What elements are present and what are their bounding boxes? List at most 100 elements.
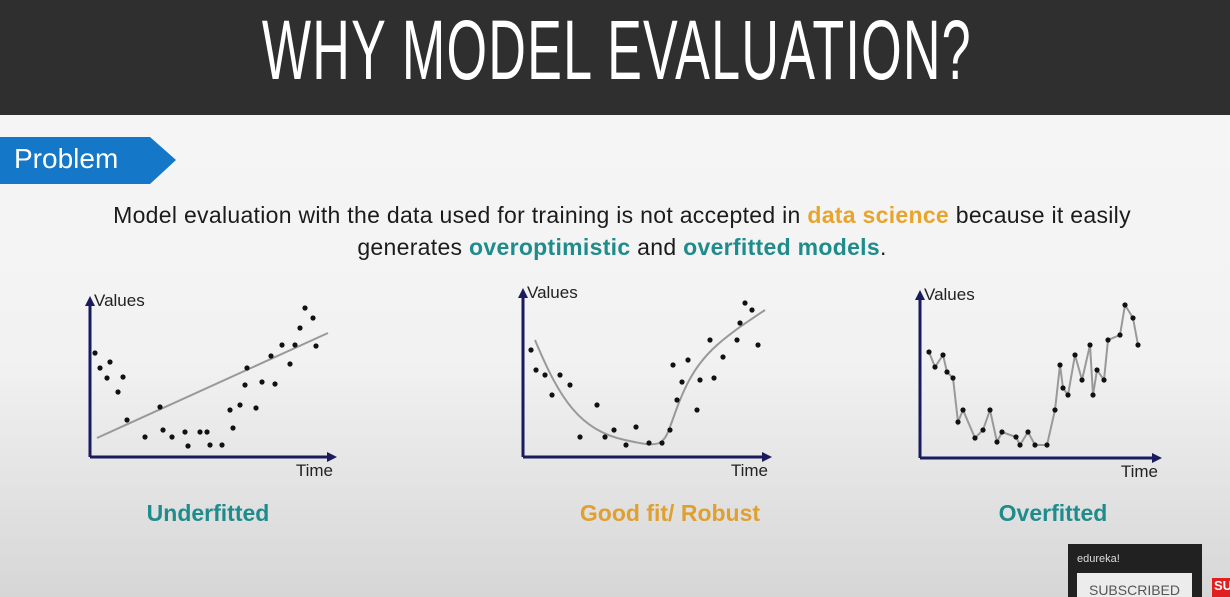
point [242,382,248,388]
point [734,337,740,343]
point [197,429,203,435]
section-tag: Problem [0,137,176,184]
tag-text: Problem [14,143,119,174]
highlight: overfitted models [683,234,880,260]
point [679,379,685,385]
point [1044,442,1050,448]
point [932,364,938,370]
point [313,343,319,349]
point [577,434,583,440]
point [697,377,703,383]
point [987,407,993,413]
point [667,427,673,433]
point [999,429,1005,435]
description-line: Model evaluation with the data used for … [0,202,1230,229]
point [1013,434,1019,440]
point [1087,342,1093,348]
point [940,352,946,358]
point [567,382,573,388]
point [611,427,617,433]
point [623,442,629,448]
point [142,434,148,440]
point [219,442,225,448]
point [287,361,293,367]
arrow-head [915,290,925,300]
header: WHY MODEL EVALUATION? [0,0,1230,115]
point [204,429,210,435]
point [960,407,966,413]
fit-curve [928,302,1139,448]
point [297,325,303,331]
y-axis-label: Values [924,285,975,304]
point [1105,337,1111,343]
point [292,342,298,348]
point [160,427,166,433]
point [720,354,726,360]
point [1052,407,1058,413]
subscribe-overlay: edureka! SUBSCRIBED [1068,544,1202,597]
point [1017,442,1023,448]
point [944,369,950,375]
arrow-head [327,452,337,462]
x-axis-label: Time [731,461,768,480]
point [1079,377,1085,383]
point [115,389,121,395]
point [594,402,600,408]
point [227,407,233,413]
point [124,417,130,423]
point [533,367,539,373]
point [1130,315,1136,321]
point [272,381,278,387]
point [244,365,250,371]
point [950,375,956,381]
point [302,305,308,311]
arrow-head [518,288,528,298]
arrow-head [762,452,772,462]
point [169,434,175,440]
point [1072,352,1078,358]
point [230,425,236,431]
point [549,392,555,398]
text: and [637,234,677,260]
text: generates [357,234,463,260]
text: Model evaluation with the data used for … [113,202,801,228]
point [711,375,717,381]
point [259,379,265,385]
point [674,397,680,403]
point [602,434,608,440]
point [994,439,1000,445]
point [182,429,188,435]
point [742,300,748,306]
point [1094,367,1100,373]
point [253,405,259,411]
y-axis-label: Values [94,291,145,310]
point [185,443,191,449]
badge: SU [1212,578,1230,597]
fit-curve [534,309,766,446]
point [97,365,103,371]
point [1025,429,1031,435]
x-axis-label: Time [296,461,333,480]
fit-curve [96,332,329,439]
x-axis-label: Time [1121,462,1158,481]
arrow-head [85,296,95,306]
point [980,427,986,433]
point [926,349,932,355]
point [1122,302,1128,308]
point [1090,392,1096,398]
description-line: generates overoptimistic and overfitted … [0,234,1230,261]
point [646,440,652,446]
point [310,315,316,321]
point [528,347,534,353]
point [279,342,285,348]
point [1117,332,1123,338]
caption: Overfitted [999,500,1108,526]
subscribe-button[interactable]: SUBSCRIBED [1077,573,1192,597]
point [104,375,110,381]
y-axis-label: Values [527,283,578,302]
point [1032,442,1038,448]
point [268,353,274,359]
point [749,307,755,313]
